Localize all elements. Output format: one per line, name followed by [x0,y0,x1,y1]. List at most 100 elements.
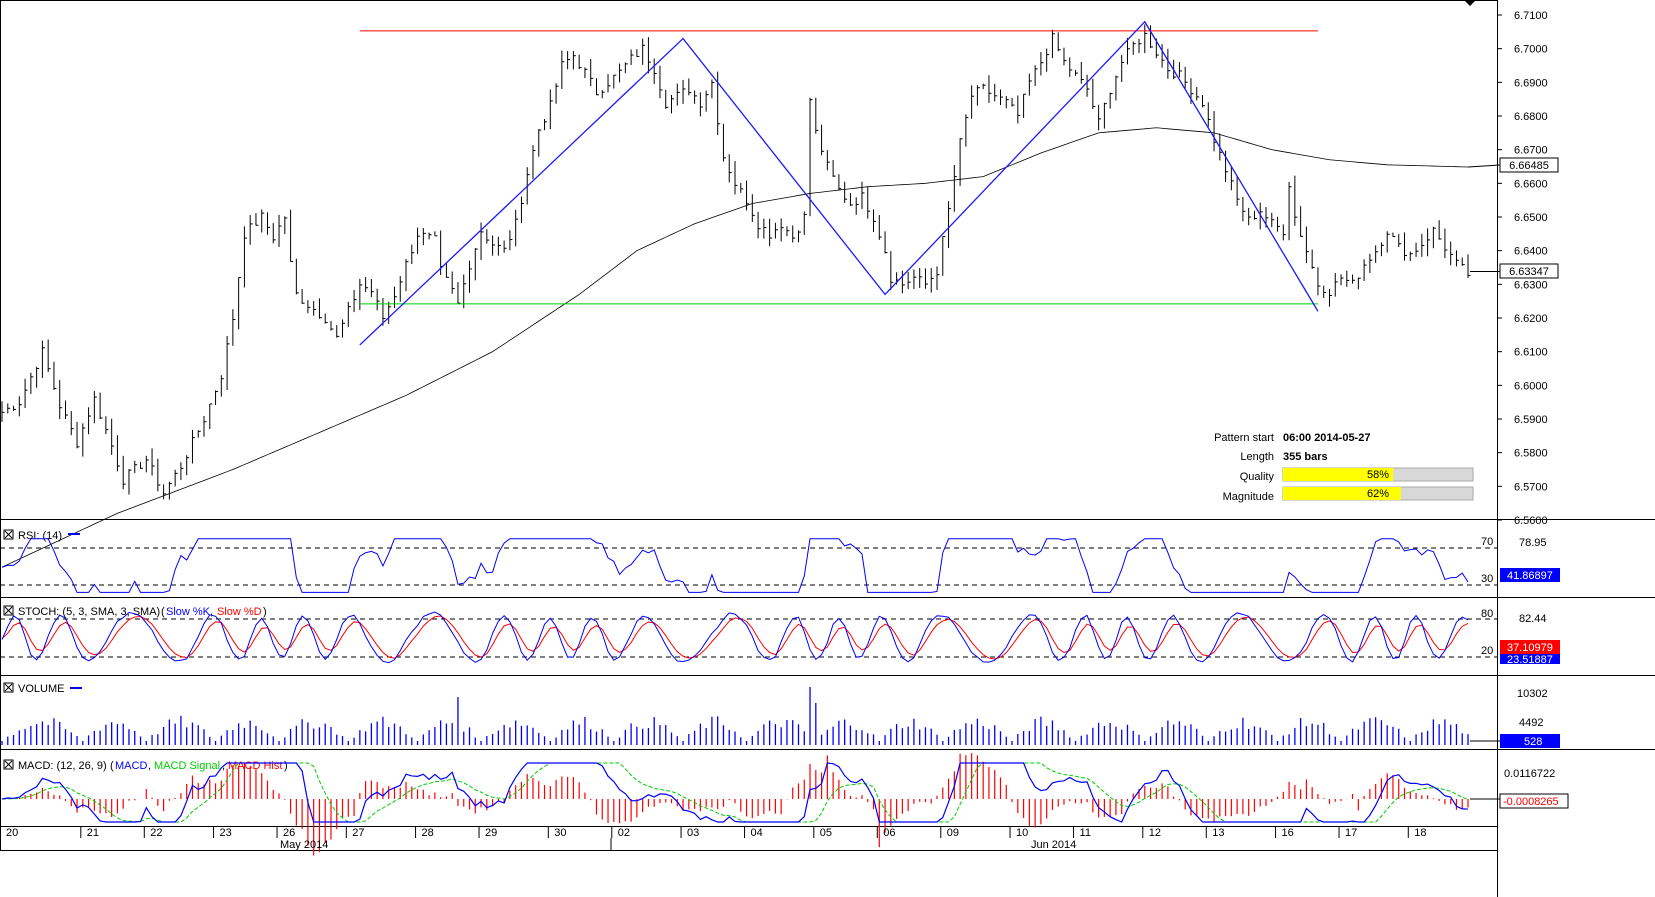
magnitude-bar-fill [1283,487,1401,500]
pattern-info: Pattern start 06:00 2014-05-27 Length 35… [1214,432,1474,503]
magnitude-value: 62% [1367,488,1389,500]
length-value: 355 bars [1283,451,1328,463]
date-label: 21 [87,827,99,839]
date-label: 12 [1149,827,1161,839]
current-price: 6.63347 [1509,266,1549,278]
stoch-k-legend: Slow %K [166,606,211,618]
pattern-start-value: 06:00 2014-05-27 [1283,432,1370,444]
macd-panel: MACD: (12, 26, 9) ( MACD , MACD Signal ,… [1,753,1569,856]
rsi-level-30-label: 30 [1481,573,1493,585]
stoch-legend-paren-open: ( [161,606,165,618]
date-label: 11 [1080,827,1091,839]
sma-line [1,127,1469,568]
price-bars [1,24,1471,500]
date-label: 23 [220,827,232,839]
stoch-axis-top: 82.44 [1519,613,1547,625]
macd-tick: 0.0116722 [1504,768,1555,780]
month-label: May 2014 [280,839,328,851]
date-label: 03 [687,827,699,839]
price-tick-label: 6.5600 [1514,515,1548,527]
stoch-d-line [1,615,1469,660]
volume-bars [1,687,1469,745]
macd-legend-macd: MACD [115,760,147,772]
volume-current-box [1500,734,1560,748]
volume-close-icon-cross [4,683,13,692]
macd-histogram [7,753,1469,856]
date-label: 28 [422,827,434,839]
month-label: Jun 2014 [1031,839,1076,851]
rsi-axis-top: 78.95 [1519,537,1547,549]
pattern-levels [359,30,1318,305]
price-tick-label: 6.6000 [1514,380,1548,392]
rsi-current-box [1500,568,1560,582]
price-tick-label: 6.6700 [1514,145,1548,157]
top-right-arrow-icon[interactable] [1464,0,1476,6]
macd-current-box [1499,793,1569,809]
macd-legend-paren-open: ( [110,760,114,772]
stoch-d-current-value: 37.10979 [1507,642,1553,654]
date-label: 20 [6,827,18,839]
date-label: 05 [820,827,832,839]
stoch-d-current-box [1500,640,1560,654]
pattern-start-label: Pattern start [1214,432,1274,444]
price-tick-label: 6.6400 [1514,246,1548,258]
macd-line [1,762,1469,823]
macd-legend-signal: MACD Signal [154,760,220,772]
stoch-level-20-label: 20 [1481,645,1493,657]
date-label: 02 [618,827,630,839]
macd-close-icon-cross [4,760,13,769]
date-label: 18 [1414,827,1426,839]
rsi-line [1,538,1469,593]
pattern-zigzag [359,20,1319,346]
volume-panel: VOLUME 10302 4492 528 [1,682,1560,748]
macd-current-value: -0.0008265 [1503,796,1559,808]
quality-label: Quality [1240,471,1275,483]
date-label: 30 [554,827,566,839]
length-label: Length [1240,451,1274,463]
sma-value-box [1499,157,1559,173]
moving-average [1,127,1501,568]
price-tick-label: 6.6600 [1514,178,1548,190]
stoch-k-current-value: 23.51887 [1507,654,1553,666]
stoch-panel: STOCH: (5, 3, SMA, 3, SMA) ( Slow %K , S… [0,605,1560,666]
rsi-title: RSI: (14) [18,530,62,542]
price-tick-label: 6.7000 [1514,44,1548,56]
pattern-line [359,20,1319,346]
price-tick-label: 6.6800 [1514,111,1548,123]
quality-bar-fill [1283,468,1394,481]
price-tick-label: 6.5700 [1514,481,1548,493]
price-tick-label: 6.6900 [1514,77,1548,89]
magnitude-label: Magnitude [1223,491,1274,503]
price-tick-label: 6.6200 [1514,313,1548,325]
rsi-current-value: 41.86897 [1507,570,1553,582]
chart-frame [0,0,1498,851]
date-label: 27 [352,827,364,839]
volume-title: VOLUME [18,683,64,695]
quality-value: 58% [1367,469,1389,481]
date-label: 06 [883,827,895,839]
rsi-close-icon-cross [4,530,13,539]
stoch-k-line [1,611,1469,664]
date-label: 26 [283,827,295,839]
macd-legend-comma-1: , [148,760,151,772]
volume-current-value: 528 [1524,736,1542,748]
price-tick-label: 6.6100 [1514,347,1548,359]
stoch-legend-paren-close: ) [263,606,267,618]
date-label: 13 [1212,827,1224,839]
rsi-level-70-label: 70 [1481,536,1493,548]
stoch-close-icon-cross [4,606,13,615]
rsi-panel: RSI: (14) 70 30 78.95 41.86897 [0,529,1560,593]
price-axis: 6.7100 6.7000 6.6900 6.6800 6.6700 6.6600 6.65… [1497,10,1548,527]
date-label: 09 [947,827,959,839]
price-tick-label: 6.6300 [1514,279,1548,291]
sma-extension [1467,164,1501,168]
macd-legend-paren-close: ) [284,760,288,772]
date-label: 10 [1016,827,1028,839]
price-tick-label: 6.5800 [1514,448,1548,460]
date-label: 04 [751,827,763,839]
date-label: 16 [1282,827,1294,839]
date-label: 22 [150,827,162,839]
price-tick-label: 6.7100 [1514,10,1548,22]
stoch-legend-comma: , [210,606,213,618]
